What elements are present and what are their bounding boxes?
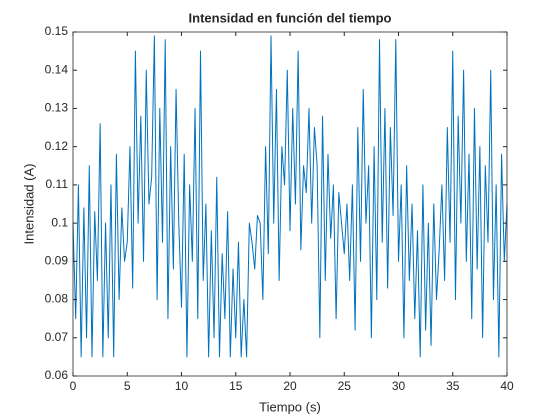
x-tick-label: 20: [283, 379, 297, 393]
y-tick-label: 0.15: [45, 24, 69, 38]
x-tick-label: 40: [500, 379, 514, 393]
y-axis-label: Intensidad (A): [21, 164, 36, 245]
y-tick-label: 0.09: [45, 254, 69, 268]
y-tick-label: 0.14: [45, 62, 69, 76]
chart-title: Intensidad en función del tiempo: [189, 10, 392, 25]
x-tick-label: 35: [446, 379, 460, 393]
y-tick-label: 0.1: [51, 215, 68, 229]
x-tick-label: 15: [229, 379, 243, 393]
x-tick-label: 0: [70, 379, 77, 393]
x-tick-label: 30: [392, 379, 406, 393]
x-tick-label: 5: [124, 379, 131, 393]
y-tick-label: 0.13: [45, 101, 69, 115]
x-tick-label: 10: [175, 379, 189, 393]
x-tick-label: 25: [338, 379, 352, 393]
x-axis-label: Tiempo (s): [259, 399, 321, 414]
y-tick-label: 0.07: [45, 330, 69, 344]
y-tick-label: 0.06: [45, 368, 69, 382]
y-tick-label: 0.08: [45, 292, 69, 306]
y-tick-label: 0.11: [46, 177, 69, 191]
data-line: [72, 35, 508, 358]
y-tick-label: 0.12: [45, 139, 69, 153]
